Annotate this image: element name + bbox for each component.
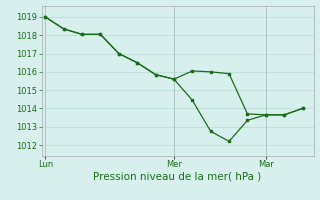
X-axis label: Pression niveau de la mer( hPa ): Pression niveau de la mer( hPa ) [93, 172, 262, 182]
